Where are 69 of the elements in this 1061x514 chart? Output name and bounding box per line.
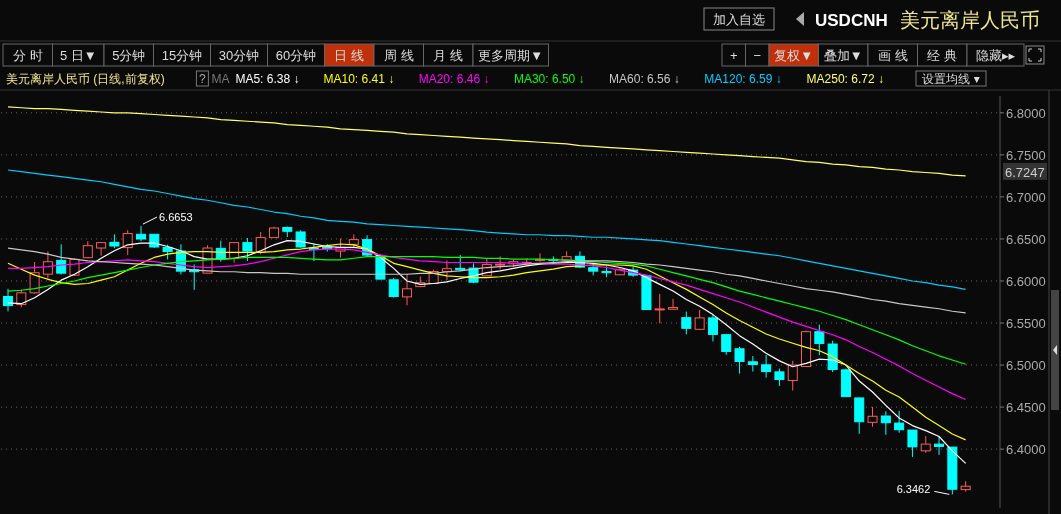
candlestick — [242, 237, 253, 262]
text: MA60: 6.56 ↓ — [609, 72, 680, 86]
text: 复权▼ — [774, 48, 814, 63]
candlestick — [96, 241, 107, 257]
text: MA20: 6.46 ↓ — [418, 72, 490, 86]
text: 60分钟 — [275, 48, 317, 63]
text: − — [753, 48, 762, 63]
candlestick — [814, 324, 825, 356]
y-tick-label: 6.5500 — [1006, 316, 1046, 332]
text: MA — [211, 72, 230, 86]
line-series — [7, 169, 967, 290]
y-tick-label: 6.7000 — [1006, 189, 1046, 205]
candlestick — [668, 298, 679, 311]
text: 日 线 — [334, 48, 365, 63]
candlestick — [681, 311, 692, 335]
candlestick — [787, 360, 798, 392]
candlestick — [402, 273, 413, 306]
text: 30分钟 — [218, 48, 260, 63]
text: 更多周期▼ — [478, 48, 544, 63]
candlestick — [934, 435, 945, 456]
candlestick — [654, 293, 665, 324]
line-series — [7, 247, 967, 314]
candlestick — [56, 243, 67, 275]
text: 5分钟 — [112, 48, 146, 63]
text: 周 线 — [383, 48, 414, 63]
y-tick-label: 6.8000 — [1006, 105, 1046, 121]
y-tick-label: 6.7500 — [1006, 147, 1046, 163]
text: 月 线 — [433, 48, 464, 63]
candlestick — [388, 277, 399, 299]
candlestick — [694, 309, 705, 330]
y-tick-label: 6.4000 — [1006, 442, 1046, 458]
candlestick — [854, 397, 865, 435]
candlestick — [761, 354, 772, 379]
text: 设置均线 ▾ — [922, 72, 980, 86]
text: 15分钟 — [161, 48, 203, 63]
text: MA30: 6.50 ↓ — [513, 72, 585, 86]
candlestick — [894, 410, 905, 434]
text: 画 线 — [877, 48, 908, 63]
annotation: 6.3462 — [896, 483, 931, 496]
line-series — [7, 106, 967, 177]
annotation: 6.6653 — [159, 211, 193, 224]
chart-title: USDCNH — [815, 11, 888, 30]
y-tick-label: 6.6000 — [1006, 273, 1046, 289]
text: MA250: 6.72 ↓ — [806, 72, 884, 86]
text: 经 典 — [927, 48, 958, 63]
y-tick-label: 6.4500 — [1006, 400, 1046, 416]
text: 6.7247 — [1005, 164, 1045, 180]
candlestick — [707, 314, 718, 342]
text: MA5: 6.38 ↓ — [235, 72, 300, 86]
text: 加入自选 — [713, 12, 765, 27]
text: ? — [199, 72, 207, 86]
candlestick — [867, 406, 878, 428]
legend-title: 美元离岸人民币 (日线,前复权) — [6, 72, 165, 86]
text: MA10: 6.41 ↓ — [323, 72, 395, 86]
candlestick — [734, 346, 745, 375]
chart-subtitle: 美元离岸人民币 — [900, 9, 1040, 31]
y-tick-label: 6.6500 — [1006, 231, 1046, 247]
text: 隐藏▸▸ — [975, 48, 1016, 63]
candlestick — [495, 255, 506, 270]
text: + — [729, 48, 738, 63]
text: MA120: 6.59 ↓ — [704, 72, 782, 86]
y-tick-label: 6.5000 — [1006, 358, 1046, 374]
candlestick — [135, 225, 147, 242]
text: 叠加▼ — [823, 48, 863, 63]
candlestick — [880, 410, 891, 436]
text: 分 时 — [12, 48, 43, 63]
candlestick — [907, 429, 918, 458]
candlestick — [122, 229, 133, 256]
text: 5 日▼ — [59, 48, 97, 63]
